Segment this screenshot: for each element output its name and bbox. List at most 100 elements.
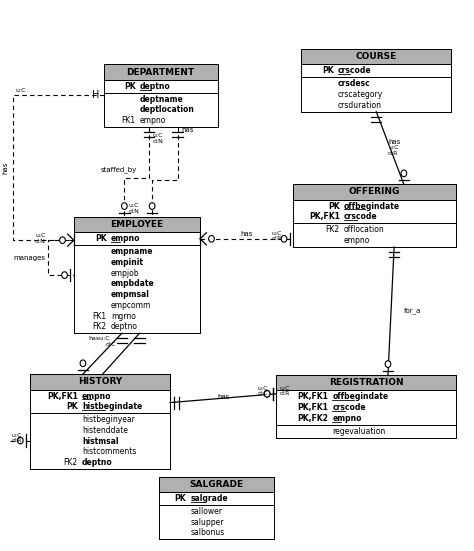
Text: has: has: [241, 231, 253, 237]
Text: d:N: d:N: [35, 239, 46, 244]
Text: d:R: d:R: [271, 236, 282, 241]
Text: COURSE: COURSE: [356, 52, 397, 61]
Text: crsduration: crsduration: [337, 101, 382, 110]
Text: hasu:C: hasu:C: [89, 336, 110, 341]
Text: d:R: d:R: [279, 391, 290, 396]
Bar: [276, 390, 456, 425]
Bar: [293, 199, 456, 223]
Text: regevaluation: regevaluation: [332, 426, 385, 436]
Text: offbegindate: offbegindate: [344, 202, 400, 210]
Text: offlocation: offlocation: [344, 225, 385, 234]
Circle shape: [264, 391, 270, 397]
Text: u:C: u:C: [257, 386, 268, 391]
Text: PK: PK: [124, 82, 136, 91]
Text: crscode: crscode: [337, 67, 371, 75]
Text: FK2: FK2: [64, 458, 78, 467]
Text: SALGRADE: SALGRADE: [189, 480, 244, 489]
Text: REGISTRATION: REGISTRATION: [329, 378, 404, 387]
Bar: [293, 184, 456, 199]
Circle shape: [121, 203, 127, 209]
Bar: [159, 492, 274, 505]
Text: histenddate: histenddate: [82, 426, 128, 435]
Bar: [103, 80, 218, 93]
Text: u:C: u:C: [128, 203, 138, 208]
Text: empno: empno: [82, 392, 111, 401]
Text: deptname: deptname: [140, 95, 183, 104]
Text: empno: empno: [111, 234, 141, 244]
Text: empname: empname: [111, 247, 154, 256]
Circle shape: [80, 360, 86, 366]
Bar: [276, 375, 456, 390]
Text: u:C: u:C: [271, 231, 282, 236]
Text: u:C: u:C: [35, 233, 46, 239]
Bar: [74, 217, 200, 233]
Bar: [276, 425, 456, 437]
Text: empcomm: empcomm: [111, 301, 152, 310]
Bar: [301, 49, 451, 64]
Text: offbegindate: offbegindate: [332, 392, 388, 401]
Bar: [29, 374, 170, 469]
Text: crsdesc: crsdesc: [337, 79, 371, 88]
Bar: [74, 217, 200, 333]
Text: PK,FK1: PK,FK1: [47, 392, 78, 401]
Text: FK2: FK2: [326, 225, 340, 234]
Text: sallower: sallower: [191, 507, 223, 516]
Circle shape: [209, 235, 214, 242]
Text: deptno: deptno: [82, 458, 113, 467]
Text: has: has: [388, 139, 401, 145]
Text: FK1: FK1: [93, 311, 107, 321]
Text: d:R: d:R: [388, 151, 399, 156]
Bar: [29, 413, 170, 469]
Circle shape: [60, 237, 65, 244]
Text: FK1: FK1: [121, 116, 136, 125]
Text: manages: manages: [14, 255, 46, 261]
Circle shape: [62, 272, 67, 278]
Text: d:N: d:N: [128, 209, 139, 214]
Text: empinit: empinit: [111, 258, 144, 267]
Text: histbegindate: histbegindate: [82, 402, 142, 411]
Text: salupper: salupper: [191, 517, 224, 527]
Text: u:C: u:C: [388, 145, 399, 150]
Bar: [103, 64, 218, 80]
Circle shape: [149, 203, 155, 209]
Text: d:C: d:C: [257, 391, 268, 396]
Bar: [29, 374, 170, 390]
Text: u:C: u:C: [153, 133, 164, 138]
Text: HISTORY: HISTORY: [78, 377, 122, 386]
Text: histcomments: histcomments: [82, 447, 137, 456]
Text: d:N: d:N: [153, 139, 164, 144]
Bar: [276, 375, 456, 437]
Text: u:C: u:C: [12, 433, 22, 437]
Text: FK2: FK2: [93, 322, 107, 331]
Bar: [301, 49, 451, 112]
Text: DEPARTMENT: DEPARTMENT: [127, 68, 195, 77]
Text: PK,FK1: PK,FK1: [297, 392, 328, 401]
Text: empno: empno: [344, 236, 370, 245]
Text: d:R: d:R: [12, 438, 22, 443]
Text: histbeginyear: histbeginyear: [82, 415, 135, 424]
Text: PK,FK1: PK,FK1: [309, 212, 340, 222]
Bar: [159, 505, 274, 539]
Bar: [103, 93, 218, 127]
Text: empjob: empjob: [111, 269, 140, 278]
Circle shape: [281, 235, 287, 242]
Text: OFFERING: OFFERING: [349, 187, 401, 197]
Bar: [293, 184, 456, 247]
Bar: [74, 245, 200, 333]
Bar: [29, 390, 170, 413]
Text: empno: empno: [332, 414, 362, 423]
Bar: [301, 64, 451, 77]
Text: PK: PK: [175, 494, 186, 503]
Text: has: has: [217, 394, 229, 400]
Text: for_a: for_a: [403, 307, 421, 314]
Circle shape: [385, 361, 391, 368]
Circle shape: [18, 437, 23, 444]
Text: PK: PK: [66, 402, 78, 411]
Text: deptno: deptno: [111, 322, 138, 331]
Text: EMPLOYEE: EMPLOYEE: [110, 220, 164, 229]
Circle shape: [264, 391, 270, 397]
Text: crscode: crscode: [344, 212, 378, 222]
Text: u:C: u:C: [16, 88, 26, 93]
Text: empmsal: empmsal: [111, 290, 150, 299]
Text: d:C: d:C: [106, 342, 116, 347]
